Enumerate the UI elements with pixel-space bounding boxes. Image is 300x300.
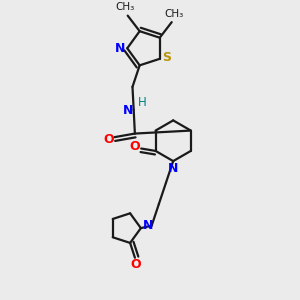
Text: O: O	[103, 133, 114, 146]
Text: N: N	[168, 162, 178, 175]
Text: N: N	[122, 104, 133, 117]
Text: N: N	[116, 42, 126, 55]
Text: H: H	[138, 96, 146, 109]
Text: O: O	[131, 258, 141, 272]
Text: CH₃: CH₃	[164, 9, 184, 19]
Text: N: N	[143, 219, 153, 232]
Text: S: S	[162, 51, 171, 64]
Text: CH₃: CH₃	[116, 2, 135, 12]
Text: O: O	[129, 140, 140, 153]
